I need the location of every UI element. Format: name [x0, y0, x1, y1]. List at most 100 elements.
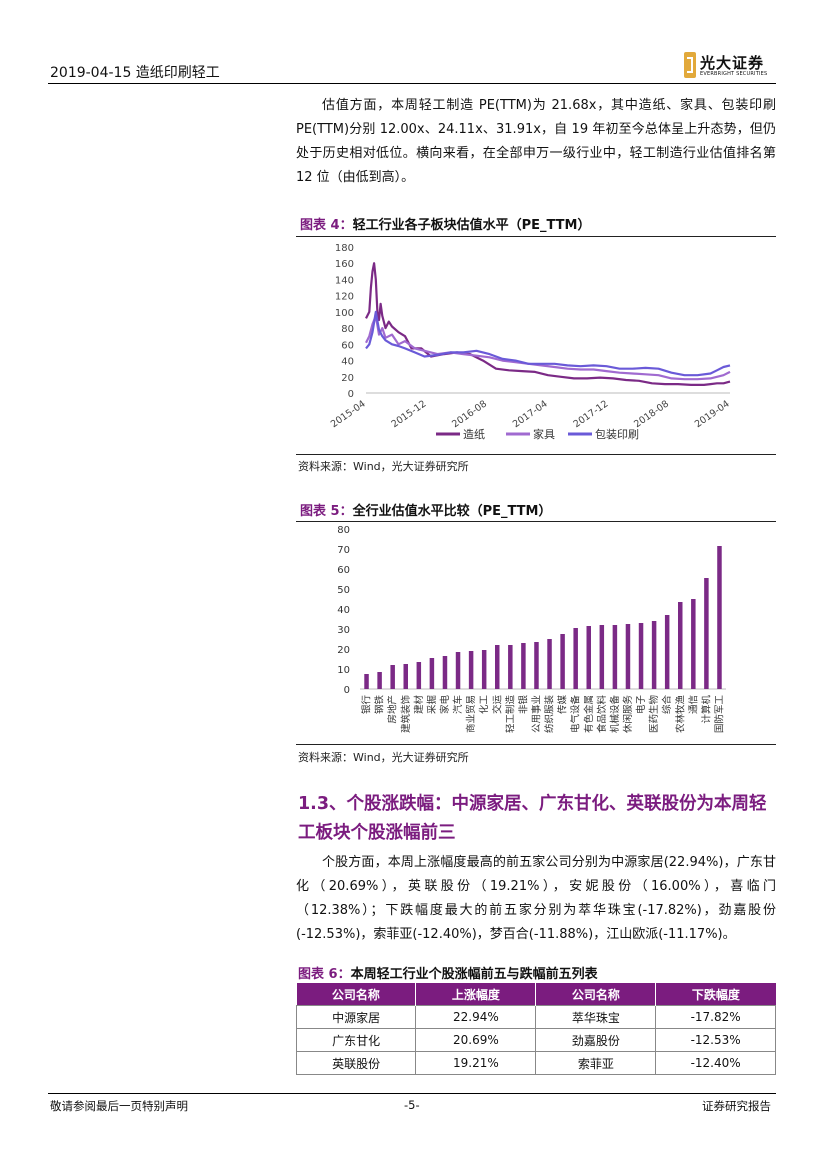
section-paragraph-text: 个股方面，本周上涨幅度最高的前五家公司分别为中源家居(22.94%)，广东甘化（… — [296, 855, 776, 942]
y-tick-label: 140 — [335, 275, 354, 286]
y-tick-label: 180 — [335, 243, 354, 254]
y-tick-label: 60 — [341, 340, 354, 351]
bar-综合 — [664, 615, 670, 689]
col-header: 公司名称 — [535, 983, 657, 1006]
bar-轻工制造 — [508, 645, 513, 689]
table-cell: 19.21% — [415, 1051, 537, 1075]
y-tick-label: 100 — [335, 308, 354, 319]
table-row: 中源家居 22.94% 萃华珠宝 -17.82% — [295, 1005, 776, 1029]
logo-icon — [684, 52, 696, 78]
y-tick-label: 120 — [335, 292, 354, 303]
table-cell: 20.69% — [415, 1028, 537, 1052]
x-tick-label: 2015-12 — [390, 398, 429, 430]
x-tick-label: 银行 — [361, 695, 373, 715]
bar-国防军工 — [717, 546, 722, 689]
figure4-line-chart: 0 20 40 60 80 100 120 140 160 180 2015-04 2015-12 20… — [329, 243, 732, 441]
figure5-title: 图表 5：全行业估值水平比较（PE_TTM） — [300, 500, 551, 519]
figure4-bottom-rule — [296, 454, 776, 455]
y-tick-label: 40 — [341, 357, 354, 368]
table-row: 广东甘化 20.69% 劲嘉股份 -12.53% — [295, 1028, 776, 1052]
x-tick-label: 化工 — [478, 695, 490, 715]
table-cell: -17.82% — [655, 1005, 776, 1029]
figure6-title: 图表 6：本周轻工行业个股涨幅前五与跌幅前五列表 — [298, 963, 598, 982]
bar-纺织服装 — [547, 639, 552, 689]
series-line-家具 — [365, 314, 731, 381]
y-tick-label: 60 — [337, 565, 350, 576]
y-tick-label: 0 — [344, 685, 350, 696]
bar-家电 — [442, 656, 448, 689]
everbright-logo: 光大证券 EVERBRIGHT SECURITIES — [684, 52, 776, 80]
x-tick-label: 钢铁 — [374, 695, 386, 715]
figure4-label: 图表 4： — [300, 218, 353, 233]
logo-text-en: EVERBRIGHT SECURITIES — [700, 71, 768, 77]
x-tick-label: 2017-04 — [511, 398, 550, 430]
bar-银行 — [364, 674, 369, 689]
footer-divider — [48, 1093, 776, 1094]
col-header: 下跌幅度 — [655, 983, 776, 1006]
x-tick-label: 纺织服装 — [544, 695, 556, 734]
x-tick-label: 2019-04 — [693, 398, 732, 430]
figure4-source: 资料来源：Wind，光大证券研究所 — [298, 460, 469, 473]
x-tick-label: 农林牧渔 — [674, 695, 686, 734]
x-tick-label: 商业贸易 — [465, 695, 477, 733]
figure4-title-text: 轻工行业各子板块估值水平（PE_TTM） — [352, 218, 591, 233]
x-tick-label: 机械设备 — [609, 695, 621, 734]
y-tick-label: 20 — [341, 373, 354, 384]
y-tick-label: 20 — [337, 645, 350, 656]
bar-采掘 — [429, 658, 435, 689]
y-tick-label: 10 — [337, 665, 350, 676]
x-tick-label: 国防军工 — [713, 695, 725, 734]
legend-label: 造纸 — [463, 427, 485, 441]
gainers-losers-table: 公司名称 上涨幅度 公司名称 下跌幅度 中源家居 22.94% 萃华珠宝 -17… — [295, 983, 776, 1075]
bar-非银 — [521, 643, 526, 689]
bar-农林牧渔 — [678, 602, 683, 689]
legend-label: 包装印刷 — [595, 428, 639, 441]
x-tick-label: 轻工制造 — [504, 695, 516, 734]
figure6-label: 图表 6： — [298, 967, 351, 982]
intro-paragraph-text: 估值方面，本周轻工制造 PE(TTM)为 21.68x，其中造纸、家具、包装印刷… — [296, 98, 776, 185]
table-header-row: 公司名称 上涨幅度 公司名称 下跌幅度 — [296, 983, 776, 1006]
table-cell: -12.53% — [655, 1028, 776, 1052]
x-tick-label: 2015-04 — [329, 398, 368, 430]
bar-汽车 — [455, 652, 461, 689]
table-cell: 劲嘉股份 — [535, 1028, 657, 1052]
bar-商业贸易 — [468, 651, 474, 689]
figure5-label: 图表 5： — [300, 504, 353, 519]
footer-disclaimer: 敬请参阅最后一页特别声明 — [50, 1099, 188, 1113]
x-tick-label: 2017-12 — [572, 398, 611, 430]
bar-医药生物 — [651, 621, 657, 689]
table-cell: 英联股份 — [295, 1051, 417, 1075]
figure5-bar-chart: 0 10 20 30 40 50 60 70 80 银行 钢铁 房地产 建筑装饰 建材 采掘 家电 汽车 商业贸易… — [337, 525, 726, 734]
bar-建材 — [416, 662, 422, 689]
table-cell: 中源家居 — [295, 1005, 417, 1029]
y-tick-label: 160 — [335, 259, 354, 270]
x-tick-label: 2018-08 — [632, 398, 671, 430]
bar-化工 — [481, 650, 487, 689]
x-tick-label: 公用事业 — [530, 695, 542, 733]
x-tick-label: 2016-08 — [450, 398, 489, 430]
table-cell: 索菲亚 — [535, 1051, 657, 1075]
footer-report-type: 证券研究报告 — [702, 1099, 771, 1113]
header-divider — [48, 83, 776, 84]
table-cell: -12.40% — [655, 1051, 776, 1075]
bar-通信 — [691, 599, 696, 689]
y-tick-label: 80 — [341, 324, 354, 335]
y-tick-label: 40 — [337, 605, 350, 616]
table-cell: 萃华珠宝 — [535, 1005, 657, 1029]
x-tick-label: 建筑装饰 — [400, 695, 412, 733]
x-tick-label: 综合 — [661, 695, 673, 715]
bar-传媒 — [560, 634, 565, 689]
figure5-source: 资料来源：Wind，光大证券研究所 — [298, 751, 469, 764]
col-header: 公司名称 — [296, 983, 417, 1006]
x-tick-label: 采掘 — [426, 695, 438, 714]
x-tick-label: 食品饮料 — [596, 695, 608, 734]
bar-有色金属 — [586, 626, 591, 689]
bar-交运 — [495, 645, 500, 689]
x-tick-label: 交运 — [491, 695, 503, 715]
figure5-bottom-rule — [296, 744, 776, 745]
x-tick-label: 电子 — [635, 695, 647, 715]
bar-电子 — [638, 623, 644, 689]
figure5-title-text: 全行业估值水平比较（PE_TTM） — [352, 504, 552, 519]
bar-电气设备 — [573, 628, 578, 689]
figure4-title: 图表 4：轻工行业各子板块估值水平（PE_TTM） — [300, 214, 590, 233]
